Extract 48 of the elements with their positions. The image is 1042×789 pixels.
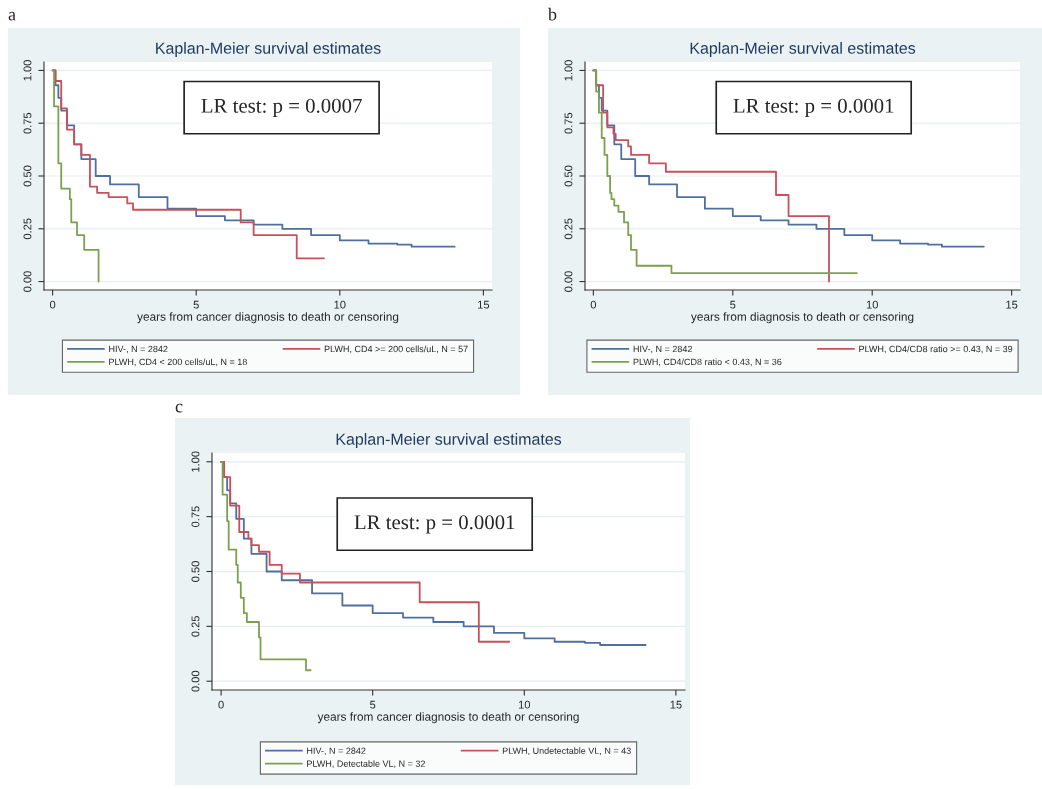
x-axis-title: years from cancer diagnosis to death or censoring	[317, 712, 579, 724]
chart-title: Kaplan-Meier survival estimates	[156, 42, 381, 57]
chart-title: Kaplan-Meier survival estimates	[690, 42, 916, 57]
y-tick-label: 0.25	[564, 218, 573, 240]
x-axis-title: years from diagnosis to death or censoring	[690, 312, 914, 324]
legend-label: HIV-, N = 2842	[307, 747, 366, 756]
x-tick-label: 5	[730, 300, 736, 309]
text: b	[548, 7, 557, 21]
legend-label: PLWH, Undetectable VL, N = 43	[502, 747, 631, 756]
x-tick-label: 15	[670, 700, 682, 709]
legend-label: PLWH, CD4 >= 200 cells/uL, N = 57	[324, 345, 468, 354]
annotation: LR test: p = 0.0001	[733, 98, 894, 118]
text: a	[8, 11, 16, 21]
y-tick-label: 0.50	[191, 561, 200, 582]
legend-label: PLWH, Detectable VL, N = 32	[307, 760, 425, 768]
x-axis-title: years from cancer diagnosis to death or censoring	[137, 312, 399, 324]
legend-label: PLWH, CD4/CD8 ratio >= 0.43, N = 39	[859, 345, 1013, 354]
y-tick-label: 0.50	[564, 165, 573, 187]
y-tick-label: 0.75	[23, 112, 32, 134]
x-tick-label: 10	[334, 300, 346, 309]
y-tick-label: 0.25	[191, 616, 200, 637]
y-tick-label: 0.75	[564, 112, 573, 134]
y-tick-label: 1.00	[23, 60, 32, 81]
x-tick-label: 15	[1006, 300, 1018, 309]
y-tick-label: 0.00	[23, 271, 32, 292]
y-tick-label: 0.25	[23, 218, 32, 240]
x-tick-label: 15	[478, 300, 490, 309]
x-tick-label: 5	[370, 700, 376, 709]
legend-label: PLWH, CD4/CD8 ratio < 0.43, N = 36	[633, 358, 782, 367]
chart-title: Kaplan-Meier survival estimates	[336, 433, 562, 448]
y-tick-label: 0.50	[23, 165, 32, 187]
y-tick-label: 0.75	[191, 506, 200, 528]
x-tick-label: 0	[218, 700, 224, 709]
x-tick-label: 0	[49, 300, 56, 309]
legend-label: HIV-, N = 2842	[109, 345, 168, 354]
annotation: LR test: p = 0.0001	[354, 515, 515, 534]
x-tick-label: 10	[866, 300, 878, 309]
legend-label: PLWH, CD4 < 200 cells/uL, N = 18	[109, 358, 247, 367]
y-tick-label: 0.00	[564, 271, 573, 292]
x-tick-label: 5	[193, 300, 199, 309]
y-tick-label: 0.00	[191, 670, 200, 692]
y-tick-label: 1.00	[564, 60, 573, 81]
legend-label: HIV-, N = 2842	[633, 345, 692, 354]
x-tick-label: 0	[590, 300, 597, 309]
annotation: LR test: p = 0.0007	[201, 98, 362, 118]
text: c	[175, 403, 183, 413]
x-tick-label: 10	[518, 700, 531, 709]
y-tick-label: 1.00	[191, 451, 200, 472]
